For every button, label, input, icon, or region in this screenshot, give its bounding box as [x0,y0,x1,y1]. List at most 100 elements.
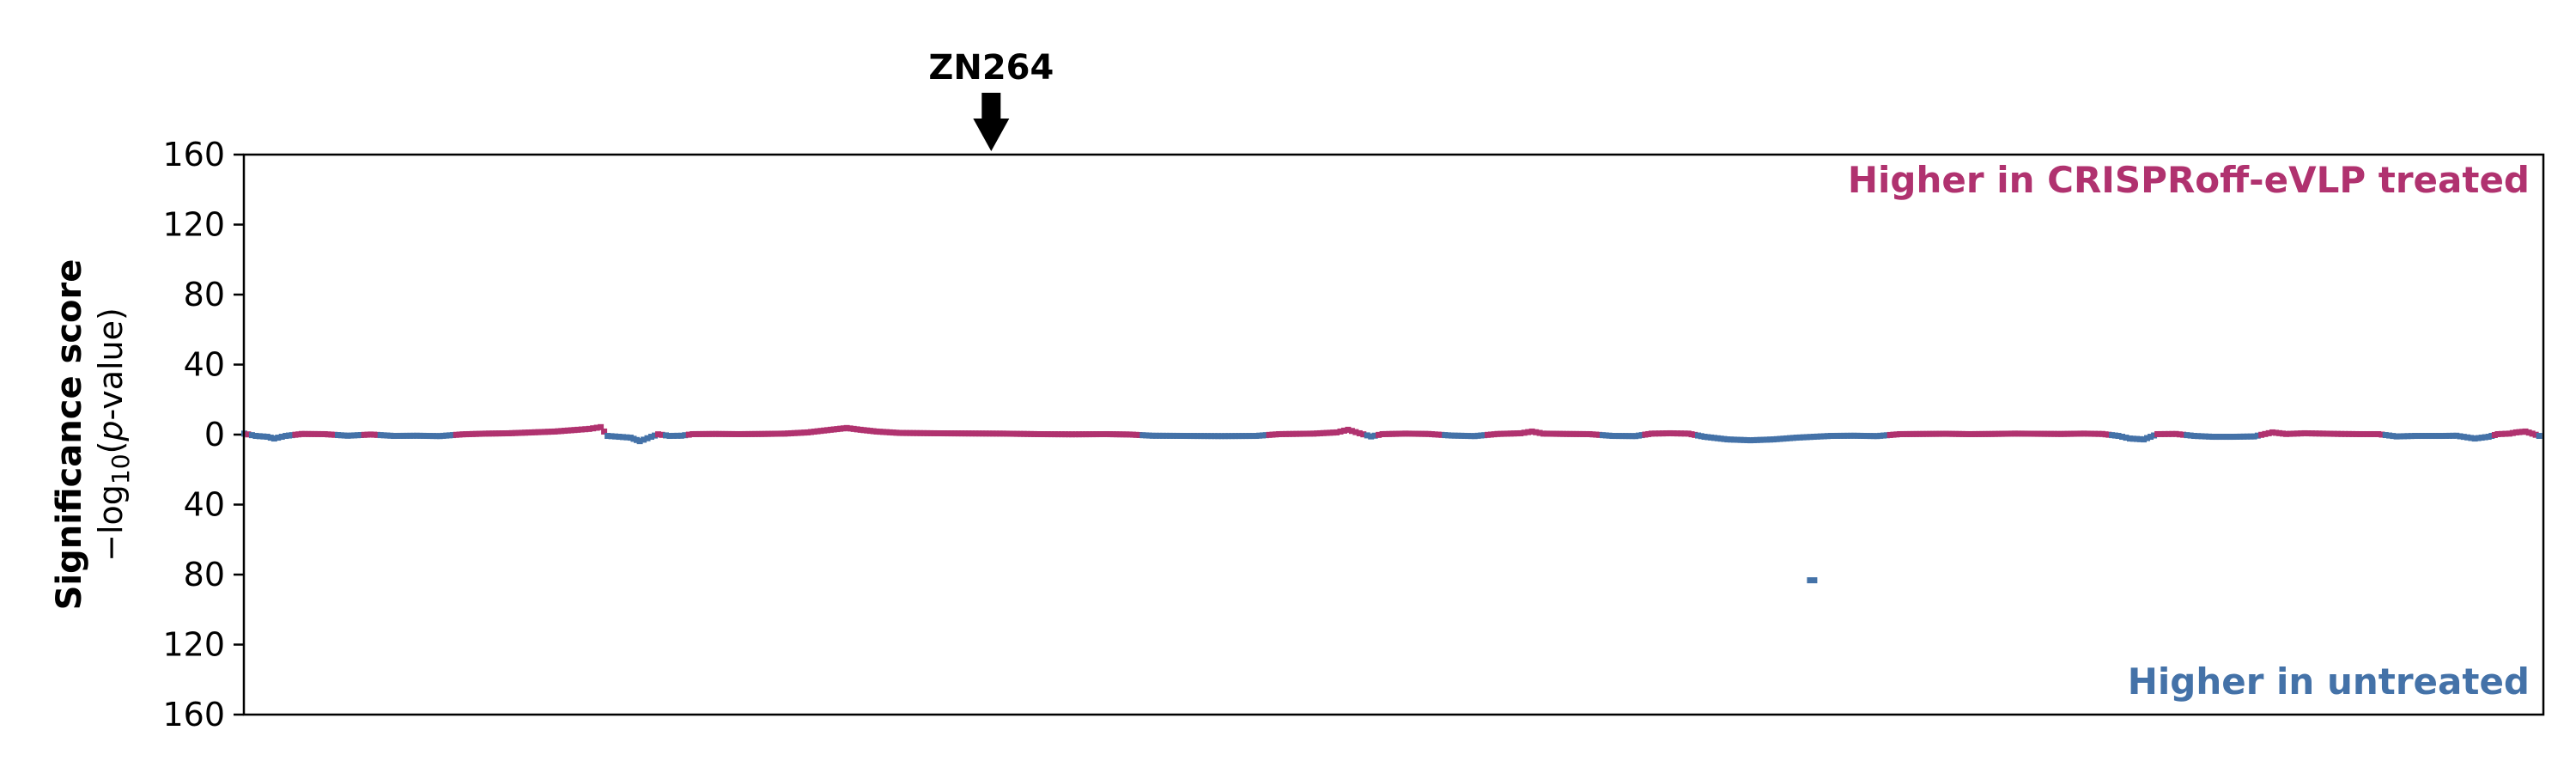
data-point [655,431,662,438]
data-point [2316,430,2323,437]
data-point [578,426,585,433]
data-point [1708,434,1715,441]
data-point [321,430,328,437]
data-point [1893,431,1900,438]
data-point [962,430,969,437]
data-point [525,429,532,436]
data-point [558,428,565,435]
data-point [2460,434,2467,441]
data-point [1041,431,1048,438]
data-point [1533,429,1540,435]
data-point [917,429,924,436]
data-point [1831,432,1838,439]
data-point [2216,434,2223,441]
data-point [2137,435,2144,442]
data-point [1786,435,1793,441]
data-point [1645,430,1652,437]
data-point [2509,429,2516,436]
data-point [1279,430,1286,437]
data-point [1100,431,1107,438]
data-point [1593,431,1600,438]
data-point [2429,433,2436,440]
data-point [1573,430,1580,437]
data-point [2349,430,2356,437]
data-point [2151,432,2158,439]
data-point [1356,429,1363,436]
data-point [1269,431,1276,438]
data-point [1877,432,1884,439]
data-point [449,432,456,439]
data-point [2360,430,2367,437]
data-point [1834,432,1841,439]
data-point [2005,430,2012,437]
data-point [1090,431,1097,438]
data-point [433,433,440,440]
data-point [817,428,824,435]
data-point [344,432,351,439]
data-point [1863,433,1870,440]
data-point [2050,430,2057,437]
data-point [2401,433,2408,440]
data-point [2165,430,2172,437]
data-point [2099,430,2105,437]
data-point [1566,430,1573,437]
data-point [880,429,887,435]
data-point [1183,433,1190,440]
data-point [1194,433,1201,440]
data-point [2198,433,2205,440]
data-point [877,429,884,435]
data-point [564,427,571,434]
data-point [659,431,665,438]
data-point [374,431,380,438]
data-point [706,430,713,437]
data-point [765,430,772,437]
data-point [2111,432,2118,439]
data-point [384,432,391,439]
data-point [1844,432,1850,439]
data-point [1409,430,1416,437]
data-point [641,436,647,443]
data-point [1419,430,1425,437]
data-point [1273,431,1279,438]
data-point [1783,435,1790,441]
data-point [2293,430,2300,437]
data-point [1635,432,1642,439]
data-point [866,428,873,435]
data-point [2202,433,2208,440]
data-point [1942,430,1949,437]
data-point [2312,430,2319,437]
data-point [459,431,466,438]
data-point [612,433,619,440]
data-point [1173,432,1180,439]
data-point [778,430,785,437]
data-point [1992,430,1999,437]
data-point [1109,431,1116,438]
data-point [2044,430,2051,437]
arrow-shaft [981,93,1001,120]
data-point [1972,430,1979,437]
data-point [1599,432,1606,439]
data-point [1737,436,1744,443]
data-point [2433,433,2439,440]
data-point [2522,428,2529,435]
data-point [555,428,562,435]
data-point [335,432,342,439]
data-point [1051,431,1058,438]
data-point [2095,430,2102,437]
data-point [522,429,529,436]
data-point [1107,431,1114,438]
data-point [1139,432,1146,439]
data-point [900,429,907,436]
data-point [1857,432,1864,439]
data-point [1793,435,1800,441]
data-point [2419,433,2426,440]
data-point [1939,430,1946,437]
data-point [2309,430,2316,437]
data-point [472,430,479,437]
data-point [2345,430,2352,437]
data-point [2529,430,2536,437]
data-point [1507,430,1514,437]
data-point [969,430,975,437]
data-point [292,431,299,438]
